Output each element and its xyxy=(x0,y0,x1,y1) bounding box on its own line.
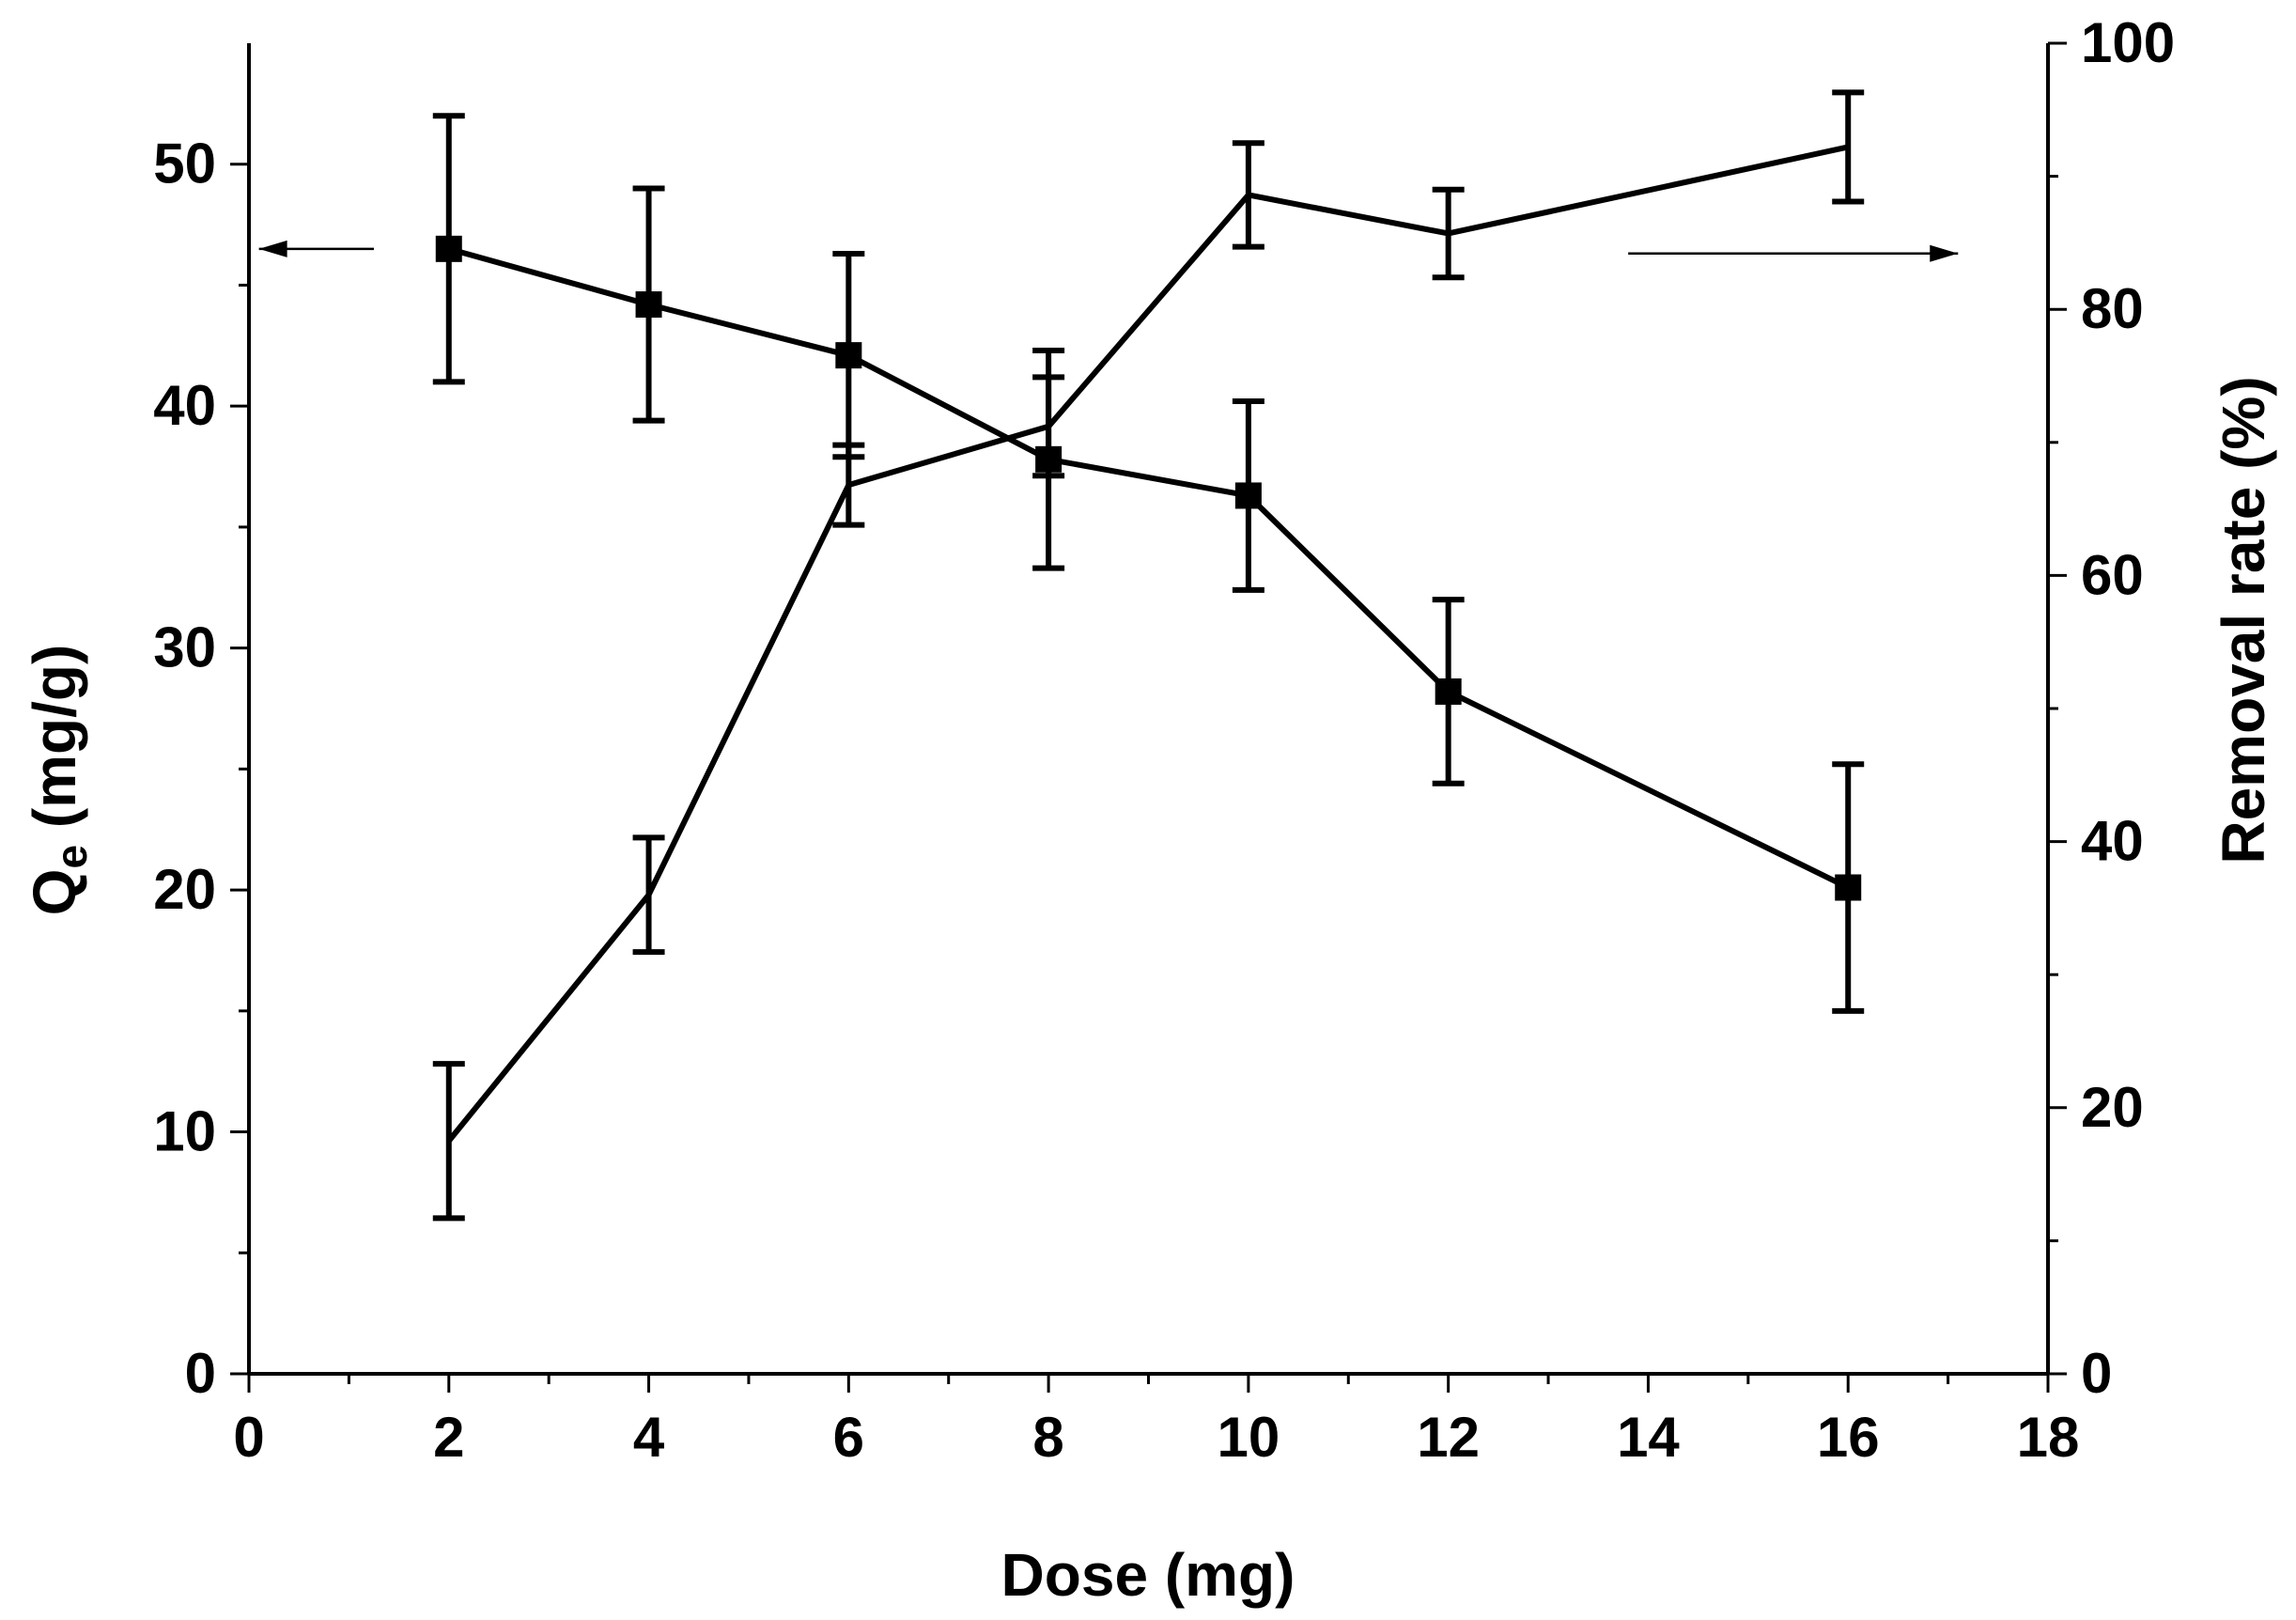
x-axis-title: Dose (mg) xyxy=(1001,1541,1295,1609)
y-left-title-rest: (mg/g) xyxy=(21,645,88,845)
y-right-tick-label: 20 xyxy=(2081,1076,2144,1139)
x-tick-label: 0 xyxy=(233,1406,264,1469)
x-tick-label: 2 xyxy=(433,1406,464,1469)
y-left-tick-label: 40 xyxy=(153,374,216,437)
qe-data-point xyxy=(435,235,462,262)
y-right-axis-title: Removal rate (%) xyxy=(2210,376,2277,864)
x-tick-label: 16 xyxy=(1817,1406,1880,1469)
x-tick-label: 10 xyxy=(1218,1406,1280,1469)
y-left-tick-label: 20 xyxy=(153,858,216,921)
arrow-left-head xyxy=(258,240,287,257)
series xyxy=(432,89,1865,1222)
qe-data-point xyxy=(1835,874,1862,901)
qe-data-point xyxy=(835,342,862,369)
y-left-tick-label: 30 xyxy=(153,616,216,679)
qe-data-point xyxy=(1234,482,1262,509)
annotations xyxy=(258,240,1959,262)
qe-series-line xyxy=(447,245,1850,891)
y-right-tick-label: 40 xyxy=(2081,810,2144,873)
y-right-tick-label: 100 xyxy=(2081,11,2175,74)
arrow-right-head xyxy=(1930,244,1959,262)
x-tick-label: 6 xyxy=(833,1406,864,1469)
y-left-title-main: Q xyxy=(21,869,88,916)
y-right-tick-label: 60 xyxy=(2081,543,2144,606)
y-left-tick-label: 10 xyxy=(153,1100,216,1163)
x-tick-label: 14 xyxy=(1617,1406,1680,1469)
x-tick-label: 4 xyxy=(633,1406,665,1469)
axes xyxy=(247,43,2050,1376)
qe-data-point xyxy=(1435,678,1462,705)
y-left-title-subscript: e xyxy=(47,845,96,869)
y-left-tick-label: 0 xyxy=(185,1342,216,1405)
y-left-tick-label: 50 xyxy=(153,132,216,195)
x-tick-label: 8 xyxy=(1032,1406,1063,1469)
y-left-axis-title: Qe (mg/g) xyxy=(21,645,96,916)
y-right-tick-label: 0 xyxy=(2081,1342,2112,1405)
qe-data-point xyxy=(635,291,662,319)
x-tick-label: 12 xyxy=(1417,1406,1480,1469)
x-tick-label: 18 xyxy=(2017,1406,2080,1469)
y-right-tick-label: 80 xyxy=(2081,277,2144,340)
